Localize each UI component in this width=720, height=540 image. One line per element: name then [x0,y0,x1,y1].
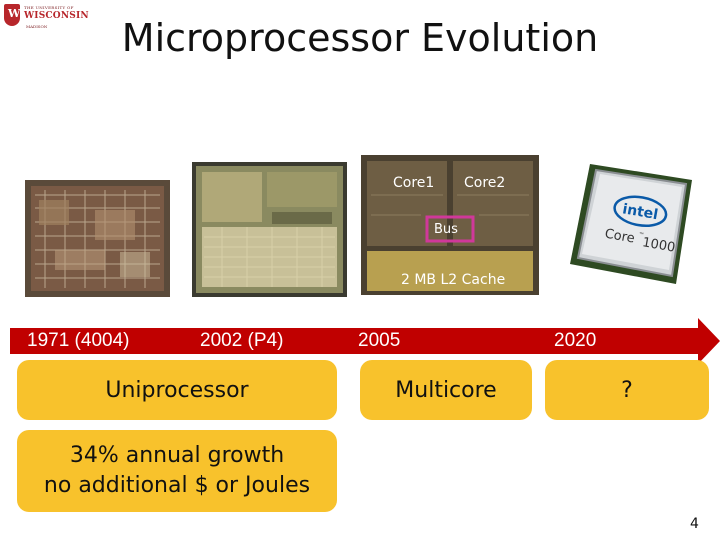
cache-label: 2 MB L2 Cache [401,272,506,288]
multicore-die-icon [361,155,539,295]
timeline-label-2020: 2020 [554,330,597,351]
chip-4004-image [25,180,170,297]
svg-text:™: ™ [638,231,645,239]
future-label: ? [621,377,633,403]
uniprocessor-box: Uniprocessor [17,360,337,420]
timeline-arrow [10,318,720,364]
timeline-label-2005: 2005 [358,330,401,351]
logo-city: MADISON [26,24,48,29]
growth-box: 34% annual growth no additional $ or Jou… [17,430,337,512]
svg-text:intel: intel [621,201,659,223]
core1-label: Core1 [393,175,435,191]
chip-intel-image: intel Core ™ 1000 [568,162,696,287]
bus-label: Bus [434,222,458,237]
chip-multicore-image: Core1 Core2 Bus 2 MB L2 Cache [361,155,539,295]
intel-logo-icon: intel Core ™ 1000 [604,195,676,256]
svg-text:Core: Core [604,227,636,247]
multicore-box: Multicore [360,360,532,420]
university-logo: W THE UNIVERSITY OF WISCONSIN MADISON [4,4,89,38]
core2-label: Core2 [464,175,506,191]
slide-title: Microprocessor Evolution [121,16,599,60]
chip-p4-image [192,162,347,297]
crest-icon: W [4,4,20,26]
svg-text:1000: 1000 [641,235,676,256]
timeline-label-1971: 1971 (4004) [27,330,130,351]
future-box: ? [545,360,709,420]
page-number: 4 [690,516,699,532]
logo-top-text: THE UNIVERSITY OF [24,5,74,10]
timeline-label-2002: 2002 (P4) [200,330,284,351]
growth-line-2: no additional $ or Joules [43,473,311,498]
uniprocessor-label: Uniprocessor [105,377,249,403]
multicore-label: Multicore [395,377,497,403]
growth-line-1: 34% annual growth [69,443,285,468]
logo-name: WISCONSIN [24,11,89,21]
